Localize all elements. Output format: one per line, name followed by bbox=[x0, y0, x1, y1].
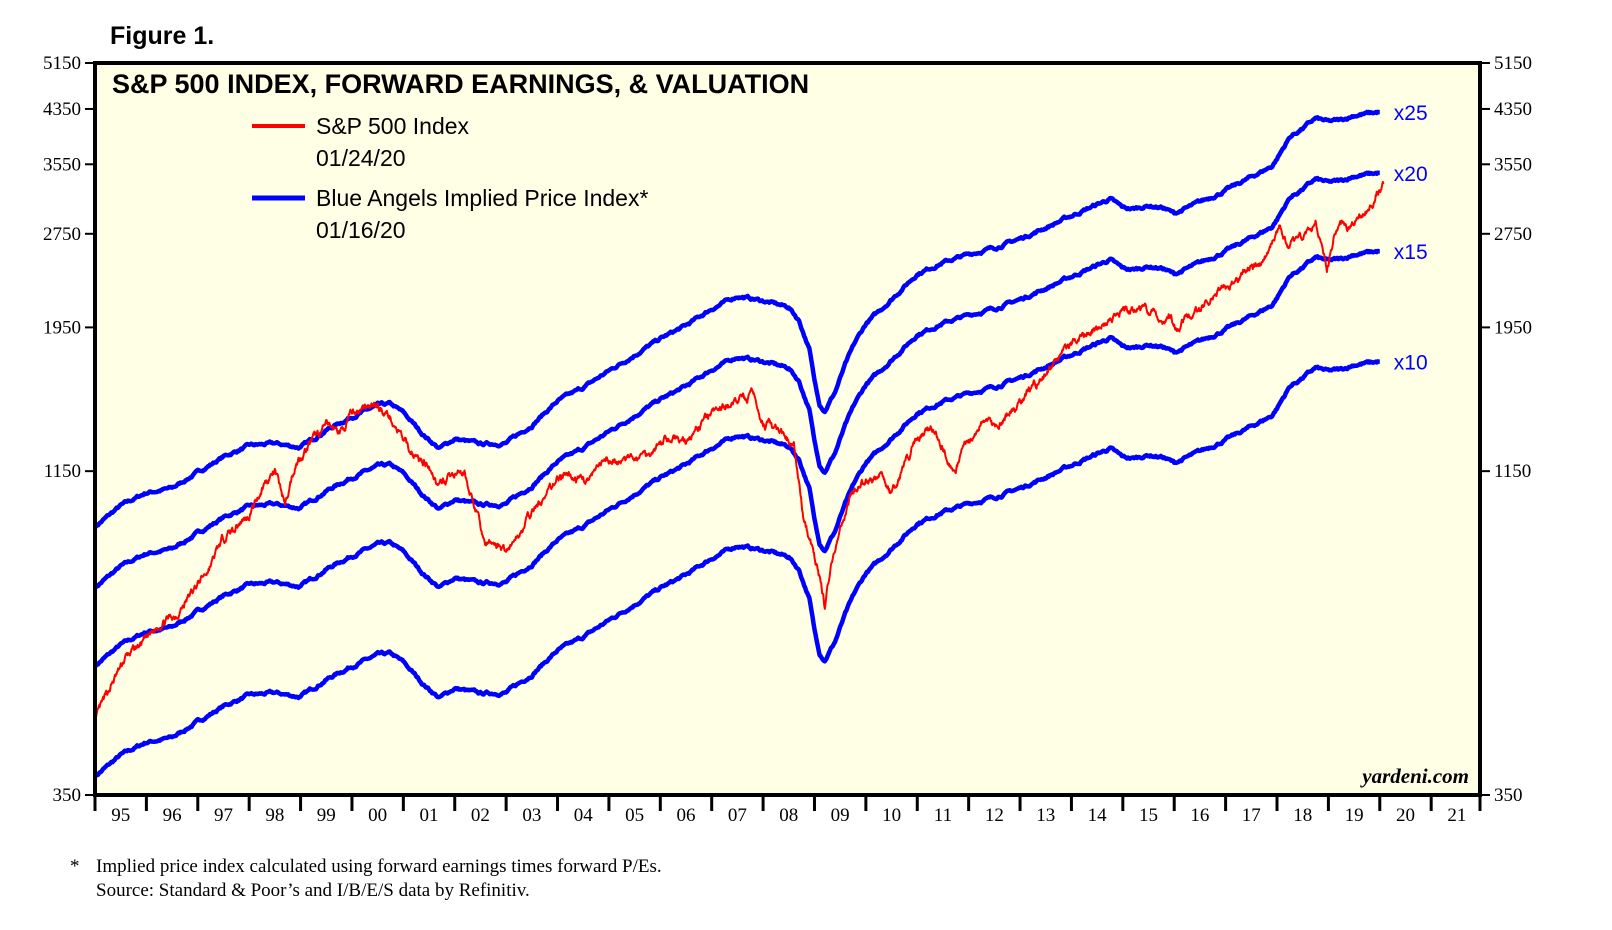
xtick-label-04: 04 bbox=[574, 805, 594, 826]
series-label-x20: x20 bbox=[1394, 163, 1428, 186]
chart-title: S&P 500 INDEX, FORWARD EARNINGS, & VALUA… bbox=[112, 69, 809, 99]
series-line-sp500 bbox=[94, 180, 1385, 724]
legend-date-implied: 01/16/20 bbox=[316, 217, 406, 243]
xtick-label-06: 06 bbox=[677, 805, 696, 826]
xtick-label-16: 16 bbox=[1190, 805, 1209, 826]
series-line-x10 bbox=[92, 359, 1382, 779]
axes-layer: 350 350 1150 1150 1950 1950 2750 2750 3550 3550 43… bbox=[43, 53, 1532, 826]
xtick-label-95: 95 bbox=[111, 805, 130, 826]
xtick-label-97: 97 bbox=[214, 805, 233, 826]
xtick-label-18: 18 bbox=[1293, 805, 1312, 826]
xtick-label-05: 05 bbox=[625, 805, 644, 826]
ytick-label-left-3550: 3550 bbox=[43, 154, 81, 175]
series-label-x15: x15 bbox=[1394, 241, 1428, 264]
footnote: * Implied price index calculated using fo… bbox=[70, 855, 662, 903]
xtick-label-00: 00 bbox=[368, 805, 387, 826]
legend: S&P 500 Index 01/24/20 Blue Angels Impli… bbox=[252, 113, 648, 243]
ytick-label-right-2750: 2750 bbox=[1494, 224, 1532, 245]
xtick-label-13: 13 bbox=[1036, 805, 1055, 826]
xtick-label-17: 17 bbox=[1242, 805, 1261, 826]
ytick-label-right-1950: 1950 bbox=[1494, 317, 1532, 338]
xtick-label-15: 15 bbox=[1139, 805, 1158, 826]
ytick-label-left-4350: 4350 bbox=[43, 99, 81, 120]
xtick-label-02: 02 bbox=[471, 805, 490, 826]
ytick-label-left-350: 350 bbox=[53, 785, 82, 806]
plot-area bbox=[95, 63, 1480, 795]
series-layer: x25 x20 x15 x10 bbox=[92, 102, 1428, 779]
legend-date-sp500: 01/24/20 bbox=[316, 145, 406, 171]
xtick-label-96: 96 bbox=[163, 805, 182, 826]
xtick-label-07: 07 bbox=[728, 805, 747, 826]
xtick-label-99: 99 bbox=[317, 805, 336, 826]
series-line-x20 bbox=[92, 170, 1382, 590]
ytick-label-left-1950: 1950 bbox=[43, 317, 81, 338]
ytick-label-left-5150: 5150 bbox=[43, 53, 81, 74]
figure-label: Figure 1. bbox=[110, 22, 214, 50]
footnote-line-2: Source: Standard & Poor’s and I/B/E/S da… bbox=[96, 880, 530, 901]
series-label-x10: x10 bbox=[1394, 352, 1428, 375]
ytick-label-right-5150: 5150 bbox=[1494, 53, 1532, 74]
ytick-label-right-4350: 4350 bbox=[1494, 99, 1532, 120]
legend-label-implied: Blue Angels Implied Price Index* bbox=[316, 185, 648, 211]
xtick-label-12: 12 bbox=[985, 805, 1004, 826]
footnote-marker: * bbox=[70, 856, 80, 877]
series-label-x25: x25 bbox=[1394, 102, 1428, 125]
xtick-label-01: 01 bbox=[420, 805, 439, 826]
xtick-label-03: 03 bbox=[522, 805, 541, 826]
xtick-label-08: 08 bbox=[779, 805, 798, 826]
watermark: yardeni.com bbox=[1359, 764, 1469, 788]
xtick-label-19: 19 bbox=[1345, 805, 1364, 826]
ytick-label-left-2750: 2750 bbox=[43, 224, 81, 245]
ytick-label-right-1150: 1150 bbox=[1494, 461, 1531, 482]
xtick-label-98: 98 bbox=[265, 805, 284, 826]
footnote-line-1: Implied price index calculated using for… bbox=[96, 856, 662, 877]
legend-label-sp500: S&P 500 Index bbox=[316, 113, 470, 139]
xtick-label-09: 09 bbox=[831, 805, 850, 826]
xtick-label-11: 11 bbox=[934, 805, 952, 826]
xtick-label-20: 20 bbox=[1396, 805, 1415, 826]
ytick-label-right-350: 350 bbox=[1494, 785, 1523, 806]
xtick-label-14: 14 bbox=[1088, 805, 1108, 826]
ytick-label-left-1150: 1150 bbox=[44, 461, 81, 482]
xtick-label-21: 21 bbox=[1447, 805, 1466, 826]
plot-frame bbox=[93, 61, 1482, 797]
ytick-label-right-3550: 3550 bbox=[1494, 154, 1532, 175]
series-line-x15 bbox=[93, 248, 1382, 668]
xtick-label-10: 10 bbox=[882, 805, 901, 826]
